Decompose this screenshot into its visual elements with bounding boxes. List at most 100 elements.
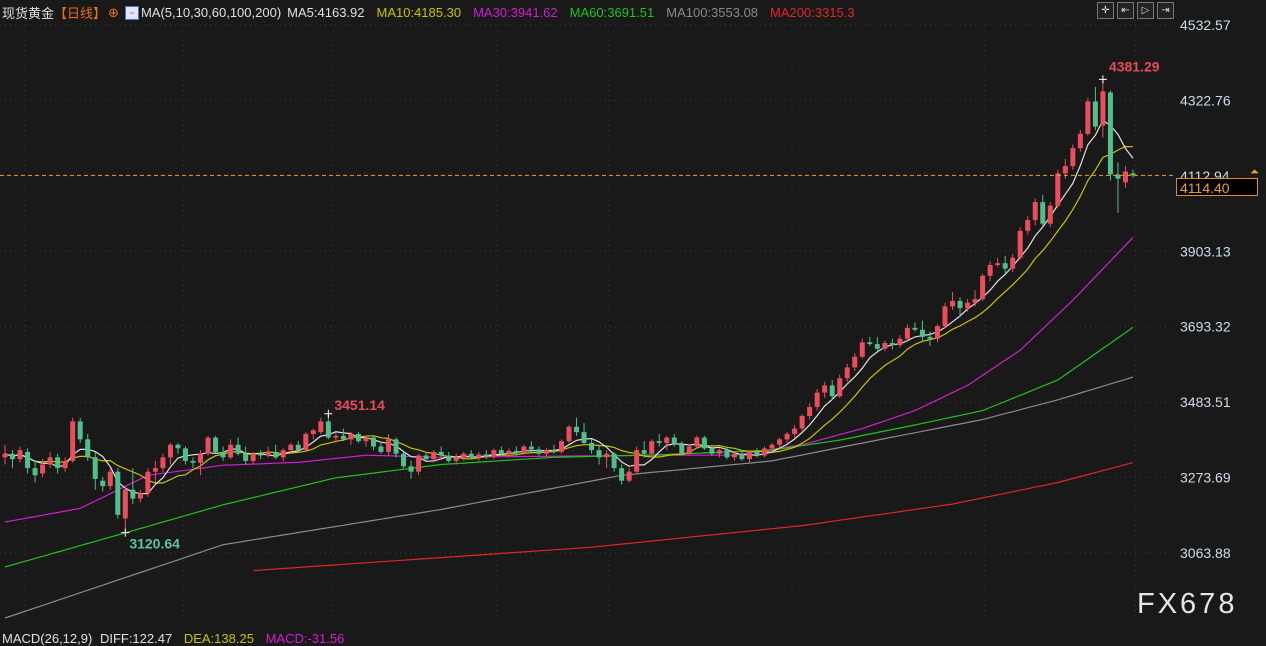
candle bbox=[1085, 97, 1091, 136]
period-selector[interactable]: 【日线】 bbox=[54, 6, 107, 21]
ma30-line bbox=[4, 236, 1134, 523]
candle-body bbox=[814, 392, 820, 407]
ma60-line bbox=[4, 326, 1134, 568]
chart-toolbar: ✛ ⇤ ▷ ⇥ bbox=[1097, 2, 1174, 19]
candle-body bbox=[438, 451, 444, 456]
candle-body bbox=[17, 450, 23, 460]
candle bbox=[574, 417, 580, 436]
candle-body bbox=[837, 378, 843, 397]
watermark: FX678 bbox=[1137, 588, 1238, 620]
candle-body bbox=[378, 446, 384, 452]
step-back-icon[interactable]: ⇤ bbox=[1117, 2, 1134, 19]
candle-body bbox=[754, 451, 760, 456]
candle bbox=[378, 442, 384, 454]
candle bbox=[295, 441, 301, 452]
candle bbox=[739, 450, 745, 461]
scroll-up-arrow-icon[interactable]: ⏶ bbox=[1250, 166, 1259, 178]
candle-body bbox=[694, 437, 700, 447]
candle-body bbox=[1010, 257, 1016, 269]
candle-body bbox=[671, 437, 677, 445]
candle bbox=[130, 468, 136, 505]
ma-label: MA(5,10,30,60,100,200) bbox=[140, 5, 282, 20]
candle-body bbox=[679, 444, 685, 454]
candle-body bbox=[461, 453, 467, 458]
candle-body bbox=[107, 471, 113, 487]
candle bbox=[461, 451, 467, 461]
candle bbox=[671, 433, 677, 447]
crosshair-icon[interactable]: ✛ bbox=[1097, 2, 1114, 19]
candle-body bbox=[10, 453, 16, 460]
play-icon[interactable]: ▷ bbox=[1137, 2, 1154, 19]
candle bbox=[995, 257, 1001, 267]
candle bbox=[746, 450, 752, 463]
candle-body bbox=[656, 441, 662, 443]
candle-body bbox=[506, 450, 512, 454]
candle bbox=[370, 435, 376, 451]
candle bbox=[1130, 169, 1136, 178]
candle bbox=[491, 448, 497, 460]
candle bbox=[934, 324, 940, 343]
candle bbox=[611, 451, 617, 472]
candle bbox=[709, 444, 715, 456]
candle-body bbox=[513, 450, 519, 454]
candle bbox=[250, 451, 256, 465]
candle bbox=[784, 432, 790, 443]
candle bbox=[115, 468, 121, 519]
candle-body bbox=[822, 385, 828, 393]
price-tick-label: 4322.76 bbox=[1180, 92, 1231, 108]
candle bbox=[1017, 227, 1023, 260]
candle-body bbox=[1115, 174, 1121, 179]
candle-body bbox=[1122, 171, 1128, 183]
candle bbox=[55, 453, 61, 474]
candle bbox=[1122, 166, 1128, 188]
candle-body bbox=[1077, 133, 1083, 149]
candle bbox=[431, 450, 437, 463]
candle-body bbox=[160, 457, 166, 469]
exit-icon[interactable]: ⇥ bbox=[1157, 2, 1174, 19]
candle-body bbox=[1130, 173, 1136, 176]
candle-body bbox=[762, 448, 768, 456]
candle-body bbox=[77, 421, 83, 440]
candle-body bbox=[934, 326, 940, 339]
candle-body bbox=[182, 448, 188, 461]
candle bbox=[468, 450, 474, 460]
candle bbox=[844, 363, 850, 382]
candle-body bbox=[386, 439, 392, 452]
candle-body bbox=[250, 453, 256, 461]
candle bbox=[288, 442, 294, 454]
settings-icon[interactable]: ⊕ bbox=[108, 4, 119, 20]
candle-body bbox=[649, 441, 655, 454]
extreme-marker bbox=[324, 409, 333, 418]
candle bbox=[1115, 162, 1121, 213]
candle-body bbox=[716, 450, 722, 454]
candle bbox=[874, 336, 880, 354]
candle-body bbox=[85, 439, 91, 458]
candle-body bbox=[483, 454, 489, 457]
candle bbox=[280, 448, 286, 461]
candle-body bbox=[769, 444, 775, 449]
candle bbox=[634, 446, 640, 474]
candle-body bbox=[408, 466, 414, 472]
candle-body bbox=[401, 453, 407, 467]
candle bbox=[596, 444, 602, 465]
candle-body bbox=[844, 367, 850, 379]
candle bbox=[641, 441, 647, 458]
candle-body bbox=[130, 489, 136, 499]
candle bbox=[340, 428, 346, 442]
grid bbox=[0, 20, 1172, 628]
candle-body bbox=[912, 327, 918, 330]
candle-body bbox=[122, 489, 128, 519]
candle bbox=[265, 446, 271, 458]
candle bbox=[957, 297, 963, 318]
indicator-icon[interactable]: ~ bbox=[124, 5, 139, 20]
ma200-value: MA200:3315.3 bbox=[770, 5, 855, 20]
candle bbox=[25, 448, 31, 474]
candle bbox=[1055, 169, 1061, 208]
candle-body bbox=[709, 448, 715, 454]
candles bbox=[2, 75, 1136, 537]
candle-body bbox=[40, 464, 46, 474]
candle bbox=[513, 446, 519, 456]
macd-legend: MACD(26,12,9) DIFF:122.47 DEA:138.25 MAC… bbox=[2, 631, 352, 646]
candle bbox=[528, 441, 534, 452]
